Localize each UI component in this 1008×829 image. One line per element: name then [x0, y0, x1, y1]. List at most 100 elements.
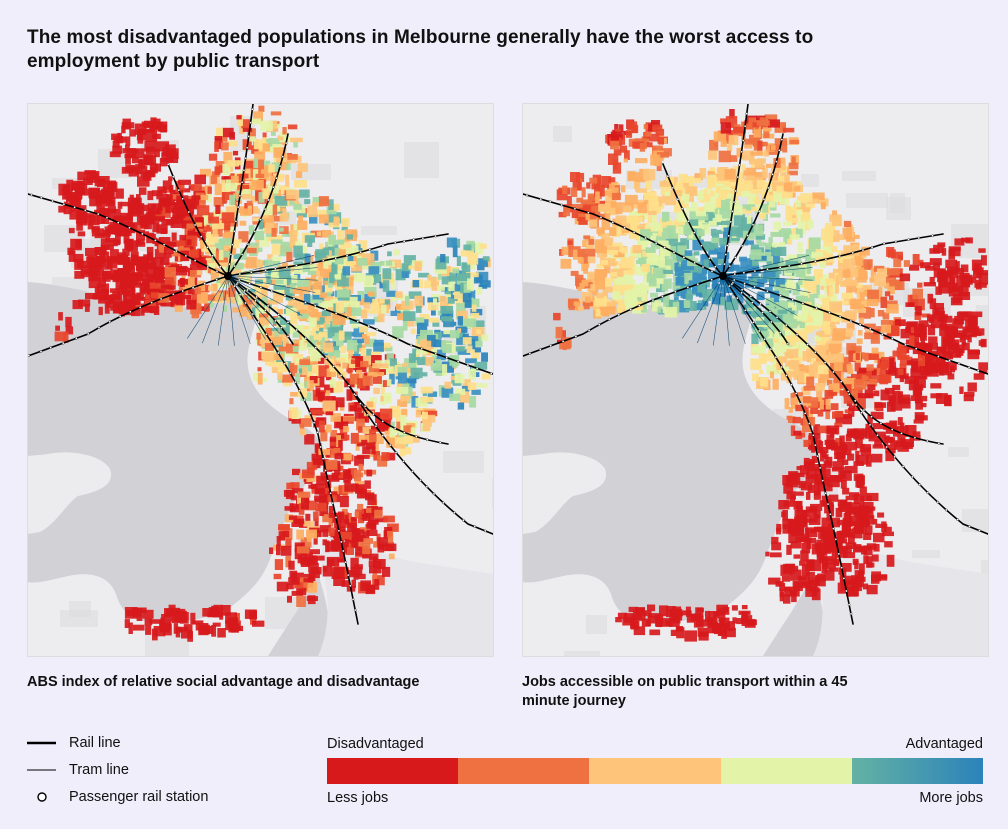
- rail-station: [324, 469, 327, 472]
- rail-station: [727, 234, 730, 238]
- rail-station: [321, 259, 325, 263]
- rail-station: [893, 455, 897, 459]
- rail-station: [396, 337, 400, 341]
- rail-station: [421, 236, 425, 240]
- rail-station: [409, 343, 413, 347]
- rail-station: [599, 216, 603, 219]
- rail-station: [743, 282, 746, 285]
- rail-station: [314, 346, 318, 349]
- western-port-water: [268, 574, 330, 656]
- rail-station: [917, 236, 921, 240]
- rail-station: [861, 248, 865, 252]
- rail-station: [967, 365, 971, 369]
- rail-station: [461, 518, 465, 522]
- rail-station: [775, 315, 779, 319]
- rail-station: [816, 454, 819, 458]
- rail-station: [849, 612, 853, 616]
- rail-station: [171, 175, 175, 179]
- rail-station: [807, 422, 811, 425]
- tram-line: [722, 275, 775, 334]
- rail-station: [890, 428, 894, 431]
- rail-station: [456, 360, 460, 364]
- rail-station: [729, 220, 733, 224]
- rail-station: [775, 160, 778, 163]
- rail-station: [359, 250, 362, 254]
- rail-station: [752, 320, 755, 324]
- rail-line: [722, 275, 854, 625]
- rail-station: [828, 512, 832, 516]
- rail-station: [334, 312, 338, 315]
- rail-station: [674, 290, 677, 294]
- rail-station: [740, 244, 744, 248]
- map-svg: [28, 104, 493, 656]
- tram-line: [722, 275, 730, 346]
- rail-station: [403, 431, 406, 434]
- rail-station: [845, 589, 848, 593]
- rail-line: [28, 275, 229, 357]
- rail-station: [445, 356, 449, 359]
- rail-station: [286, 335, 290, 338]
- rail-station: [733, 256, 737, 259]
- rail-station: [763, 337, 766, 341]
- rail-station: [381, 434, 385, 437]
- scale-label-disadvantaged: Disadvantaged: [327, 736, 424, 752]
- rail-station: [948, 359, 951, 362]
- rail-station: [860, 411, 863, 415]
- tram-line: [722, 275, 798, 316]
- rail-station: [732, 200, 736, 204]
- rail-station: [832, 370, 835, 374]
- rail-station: [749, 294, 753, 298]
- rail-station: [806, 343, 809, 346]
- rail-station: [724, 253, 728, 256]
- rail-station: [851, 251, 855, 255]
- rail-station: [61, 341, 65, 345]
- legend-label-station: Passenger rail station: [69, 789, 209, 805]
- rail-station: [453, 511, 456, 514]
- rail-station: [49, 346, 53, 349]
- port-phillip-bay: [523, 282, 819, 623]
- rail-station: [686, 286, 690, 289]
- rail-station: [879, 422, 883, 425]
- rail-line: [227, 104, 254, 277]
- rail-station: [936, 500, 940, 504]
- rail-station: [331, 501, 335, 505]
- rail-station: [876, 433, 879, 437]
- rail-station: [785, 374, 788, 377]
- rail-station: [206, 246, 209, 249]
- rail-station: [358, 402, 362, 405]
- rail-station: [434, 352, 438, 356]
- rail-station: [259, 218, 262, 221]
- rail-station: [795, 333, 799, 336]
- rail-station: [243, 289, 246, 293]
- rail-station: [385, 332, 389, 336]
- map-caption-jobs: Jobs accessible on public transport with…: [522, 674, 848, 709]
- rail-station: [334, 516, 338, 519]
- scale-segment: [458, 758, 590, 784]
- rail-station: [191, 286, 195, 289]
- page-title: The most disadvantaged populations in Me…: [27, 27, 814, 72]
- tram-line: [217, 275, 229, 346]
- rail-station: [312, 421, 316, 425]
- rail-station: [339, 373, 343, 377]
- rail-station: [375, 328, 379, 331]
- rail-station: [868, 327, 872, 331]
- rail-station: [598, 323, 601, 326]
- rail-station: [442, 501, 445, 505]
- map-caption-disadvantage: ABS index of relative social advantage a…: [27, 674, 420, 690]
- rail-station: [799, 402, 803, 406]
- rail-station: [321, 457, 325, 461]
- rail-station: [366, 413, 370, 417]
- rail-station: [184, 254, 188, 258]
- legend-label-rail: Rail line: [69, 735, 121, 751]
- rail-station: [250, 108, 254, 111]
- rail-station: [743, 124, 747, 128]
- rail-station: [238, 272, 242, 276]
- rail-station: [489, 372, 493, 375]
- rail-station: [356, 320, 360, 323]
- rail-station: [838, 315, 842, 319]
- rail-station: [233, 264, 237, 268]
- rail-station: [784, 323, 788, 327]
- colour-scale-bar: [327, 758, 984, 784]
- rail-station: [270, 289, 274, 293]
- rail-station: [412, 238, 415, 241]
